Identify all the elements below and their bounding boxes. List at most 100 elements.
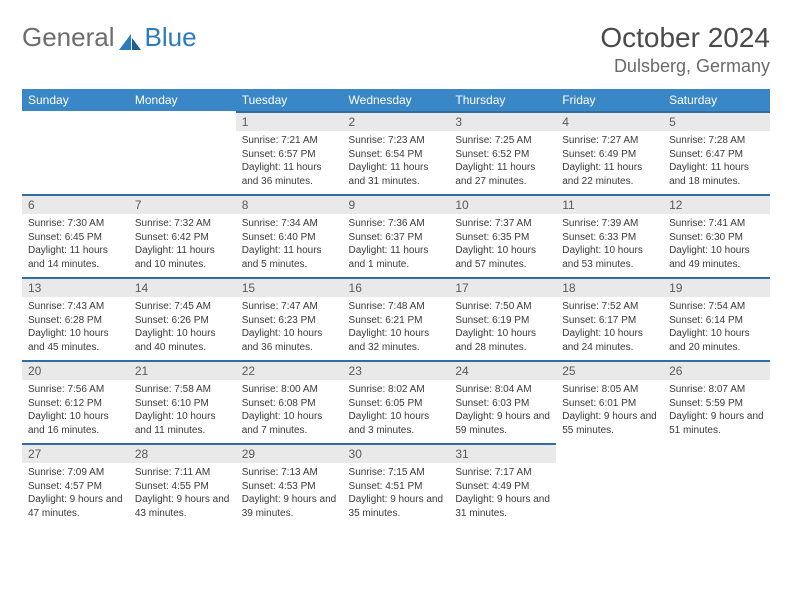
calendar-cell: 21Sunrise: 7:58 AMSunset: 6:10 PMDayligh… <box>129 360 236 443</box>
weekday-header: Saturday <box>663 89 770 111</box>
calendar-row: 6Sunrise: 7:30 AMSunset: 6:45 PMDaylight… <box>22 194 770 277</box>
day-details: Sunrise: 7:32 AMSunset: 6:42 PMDaylight:… <box>129 214 236 277</box>
calendar-cell: 4Sunrise: 7:27 AMSunset: 6:49 PMDaylight… <box>556 111 663 194</box>
calendar-cell: 17Sunrise: 7:50 AMSunset: 6:19 PMDayligh… <box>449 277 556 360</box>
day-number: 12 <box>663 194 770 214</box>
day-details: Sunrise: 7:52 AMSunset: 6:17 PMDaylight:… <box>556 297 663 360</box>
day-details: Sunrise: 7:37 AMSunset: 6:35 PMDaylight:… <box>449 214 556 277</box>
day-number: 14 <box>129 277 236 297</box>
day-details: Sunrise: 7:09 AMSunset: 4:57 PMDaylight:… <box>22 463 129 526</box>
calendar-table: SundayMondayTuesdayWednesdayThursdayFrid… <box>22 89 770 526</box>
day-details: Sunrise: 8:07 AMSunset: 5:59 PMDaylight:… <box>663 380 770 443</box>
day-details: Sunrise: 7:36 AMSunset: 6:37 PMDaylight:… <box>343 214 450 277</box>
day-details: Sunrise: 7:39 AMSunset: 6:33 PMDaylight:… <box>556 214 663 277</box>
calendar-cell: 26Sunrise: 8:07 AMSunset: 5:59 PMDayligh… <box>663 360 770 443</box>
day-number: 22 <box>236 360 343 380</box>
day-details: Sunrise: 7:25 AMSunset: 6:52 PMDaylight:… <box>449 131 556 194</box>
calendar-cell-empty: .. <box>22 111 129 194</box>
brand-word-2: Blue <box>145 22 197 53</box>
day-number: 1 <box>236 111 343 131</box>
day-number: 29 <box>236 443 343 463</box>
calendar-cell: 13Sunrise: 7:43 AMSunset: 6:28 PMDayligh… <box>22 277 129 360</box>
day-details: Sunrise: 7:56 AMSunset: 6:12 PMDaylight:… <box>22 380 129 443</box>
calendar-cell: 14Sunrise: 7:45 AMSunset: 6:26 PMDayligh… <box>129 277 236 360</box>
weekday-header: Tuesday <box>236 89 343 111</box>
brand-logo: General Blue <box>22 22 197 53</box>
calendar-cell: 23Sunrise: 8:02 AMSunset: 6:05 PMDayligh… <box>343 360 450 443</box>
day-number: 21 <box>129 360 236 380</box>
day-details: Sunrise: 7:30 AMSunset: 6:45 PMDaylight:… <box>22 214 129 277</box>
weekday-header: Friday <box>556 89 663 111</box>
day-details: Sunrise: 7:48 AMSunset: 6:21 PMDaylight:… <box>343 297 450 360</box>
calendar-cell: 25Sunrise: 8:05 AMSunset: 6:01 PMDayligh… <box>556 360 663 443</box>
day-number: 26 <box>663 360 770 380</box>
day-number: 4 <box>556 111 663 131</box>
weekday-header: Sunday <box>22 89 129 111</box>
day-details: Sunrise: 8:02 AMSunset: 6:05 PMDaylight:… <box>343 380 450 443</box>
header: General Blue October 2024 Dulsberg, Germ… <box>22 22 770 77</box>
calendar-cell: 30Sunrise: 7:15 AMSunset: 4:51 PMDayligh… <box>343 443 450 526</box>
calendar-cell: 7Sunrise: 7:32 AMSunset: 6:42 PMDaylight… <box>129 194 236 277</box>
calendar-row: 20Sunrise: 7:56 AMSunset: 6:12 PMDayligh… <box>22 360 770 443</box>
day-number: 31 <box>449 443 556 463</box>
day-details: Sunrise: 8:05 AMSunset: 6:01 PMDaylight:… <box>556 380 663 443</box>
day-number: 19 <box>663 277 770 297</box>
day-number: 27 <box>22 443 129 463</box>
calendar-cell: 1Sunrise: 7:21 AMSunset: 6:57 PMDaylight… <box>236 111 343 194</box>
month-title: October 2024 <box>600 22 770 54</box>
calendar-cell: 12Sunrise: 7:41 AMSunset: 6:30 PMDayligh… <box>663 194 770 277</box>
day-details: Sunrise: 8:00 AMSunset: 6:08 PMDaylight:… <box>236 380 343 443</box>
calendar-cell: 6Sunrise: 7:30 AMSunset: 6:45 PMDaylight… <box>22 194 129 277</box>
day-details: Sunrise: 7:23 AMSunset: 6:54 PMDaylight:… <box>343 131 450 194</box>
calendar-row: 27Sunrise: 7:09 AMSunset: 4:57 PMDayligh… <box>22 443 770 526</box>
calendar-cell: 16Sunrise: 7:48 AMSunset: 6:21 PMDayligh… <box>343 277 450 360</box>
calendar-cell-empty: .. <box>663 443 770 526</box>
day-number: 15 <box>236 277 343 297</box>
calendar-cell: 5Sunrise: 7:28 AMSunset: 6:47 PMDaylight… <box>663 111 770 194</box>
day-number: 23 <box>343 360 450 380</box>
day-number: 24 <box>449 360 556 380</box>
day-details: Sunrise: 7:47 AMSunset: 6:23 PMDaylight:… <box>236 297 343 360</box>
day-details: Sunrise: 7:28 AMSunset: 6:47 PMDaylight:… <box>663 131 770 194</box>
day-number: 11 <box>556 194 663 214</box>
day-details: Sunrise: 7:54 AMSunset: 6:14 PMDaylight:… <box>663 297 770 360</box>
calendar-page: General Blue October 2024 Dulsberg, Germ… <box>0 0 792 536</box>
day-details: Sunrise: 7:45 AMSunset: 6:26 PMDaylight:… <box>129 297 236 360</box>
calendar-body: .... 1Sunrise: 7:21 AMSunset: 6:57 PMDayl… <box>22 111 770 526</box>
day-number: 13 <box>22 277 129 297</box>
day-number: 20 <box>22 360 129 380</box>
day-details: Sunrise: 7:13 AMSunset: 4:53 PMDaylight:… <box>236 463 343 526</box>
day-number: 16 <box>343 277 450 297</box>
day-details: Sunrise: 7:43 AMSunset: 6:28 PMDaylight:… <box>22 297 129 360</box>
day-details: Sunrise: 7:11 AMSunset: 4:55 PMDaylight:… <box>129 463 236 526</box>
calendar-row: 13Sunrise: 7:43 AMSunset: 6:28 PMDayligh… <box>22 277 770 360</box>
day-details: Sunrise: 8:04 AMSunset: 6:03 PMDaylight:… <box>449 380 556 443</box>
day-number: 10 <box>449 194 556 214</box>
day-details: Sunrise: 7:17 AMSunset: 4:49 PMDaylight:… <box>449 463 556 526</box>
day-details: Sunrise: 7:34 AMSunset: 6:40 PMDaylight:… <box>236 214 343 277</box>
calendar-cell: 28Sunrise: 7:11 AMSunset: 4:55 PMDayligh… <box>129 443 236 526</box>
calendar-cell: 3Sunrise: 7:25 AMSunset: 6:52 PMDaylight… <box>449 111 556 194</box>
title-block: October 2024 Dulsberg, Germany <box>600 22 770 77</box>
day-details: Sunrise: 7:21 AMSunset: 6:57 PMDaylight:… <box>236 131 343 194</box>
weekday-header-row: SundayMondayTuesdayWednesdayThursdayFrid… <box>22 89 770 111</box>
calendar-cell: 27Sunrise: 7:09 AMSunset: 4:57 PMDayligh… <box>22 443 129 526</box>
day-details: Sunrise: 7:58 AMSunset: 6:10 PMDaylight:… <box>129 380 236 443</box>
day-number: 6 <box>22 194 129 214</box>
day-number: 17 <box>449 277 556 297</box>
day-number: 5 <box>663 111 770 131</box>
day-details: Sunrise: 7:41 AMSunset: 6:30 PMDaylight:… <box>663 214 770 277</box>
day-number: 3 <box>449 111 556 131</box>
calendar-cell: 19Sunrise: 7:54 AMSunset: 6:14 PMDayligh… <box>663 277 770 360</box>
calendar-cell: 8Sunrise: 7:34 AMSunset: 6:40 PMDaylight… <box>236 194 343 277</box>
calendar-cell: 2Sunrise: 7:23 AMSunset: 6:54 PMDaylight… <box>343 111 450 194</box>
calendar-cell: 29Sunrise: 7:13 AMSunset: 4:53 PMDayligh… <box>236 443 343 526</box>
day-details: Sunrise: 7:27 AMSunset: 6:49 PMDaylight:… <box>556 131 663 194</box>
calendar-cell: 24Sunrise: 8:04 AMSunset: 6:03 PMDayligh… <box>449 360 556 443</box>
day-number: 7 <box>129 194 236 214</box>
calendar-cell: 31Sunrise: 7:17 AMSunset: 4:49 PMDayligh… <box>449 443 556 526</box>
calendar-cell: 10Sunrise: 7:37 AMSunset: 6:35 PMDayligh… <box>449 194 556 277</box>
day-number: 8 <box>236 194 343 214</box>
day-details: Sunrise: 7:50 AMSunset: 6:19 PMDaylight:… <box>449 297 556 360</box>
calendar-cell: 18Sunrise: 7:52 AMSunset: 6:17 PMDayligh… <box>556 277 663 360</box>
